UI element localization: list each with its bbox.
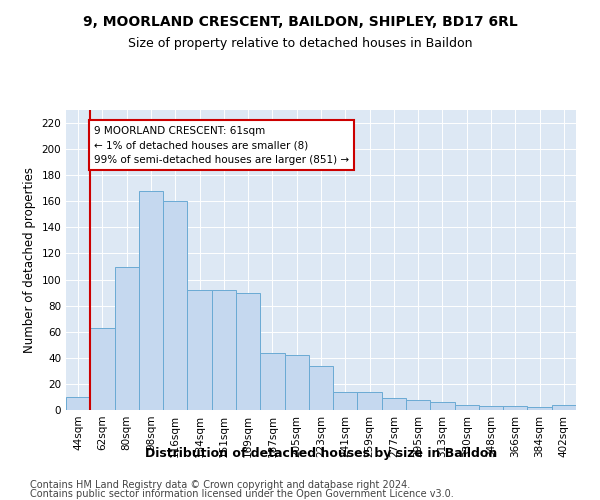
Y-axis label: Number of detached properties: Number of detached properties (23, 167, 36, 353)
Bar (187, 290, 212, 410)
Bar (260, 352, 284, 410)
Text: Contains HM Land Registry data © Crown copyright and database right 2024.: Contains HM Land Registry data © Crown c… (30, 480, 410, 490)
Bar (479, 406, 503, 410)
Bar (212, 290, 236, 410)
Bar (66, 397, 90, 410)
Bar (503, 406, 527, 410)
Bar (139, 191, 163, 410)
Text: 9, MOORLAND CRESCENT, BAILDON, SHIPLEY, BD17 6RL: 9, MOORLAND CRESCENT, BAILDON, SHIPLEY, … (83, 15, 517, 29)
Bar (358, 392, 382, 410)
Bar (455, 405, 479, 410)
Bar (163, 202, 187, 410)
Bar (309, 366, 333, 410)
Bar (527, 408, 552, 410)
Bar (552, 405, 576, 410)
Bar (236, 292, 260, 410)
Bar (333, 392, 358, 410)
Bar (430, 402, 455, 410)
Text: Size of property relative to detached houses in Baildon: Size of property relative to detached ho… (128, 38, 472, 51)
Bar (115, 266, 139, 410)
Bar (406, 400, 430, 410)
Text: 9 MOORLAND CRESCENT: 61sqm
← 1% of detached houses are smaller (8)
99% of semi-d: 9 MOORLAND CRESCENT: 61sqm ← 1% of detac… (94, 126, 349, 166)
Bar (382, 398, 406, 410)
Text: Distribution of detached houses by size in Baildon: Distribution of detached houses by size … (145, 448, 497, 460)
Bar (90, 328, 115, 410)
Bar (284, 355, 309, 410)
Text: Contains public sector information licensed under the Open Government Licence v3: Contains public sector information licen… (30, 489, 454, 499)
